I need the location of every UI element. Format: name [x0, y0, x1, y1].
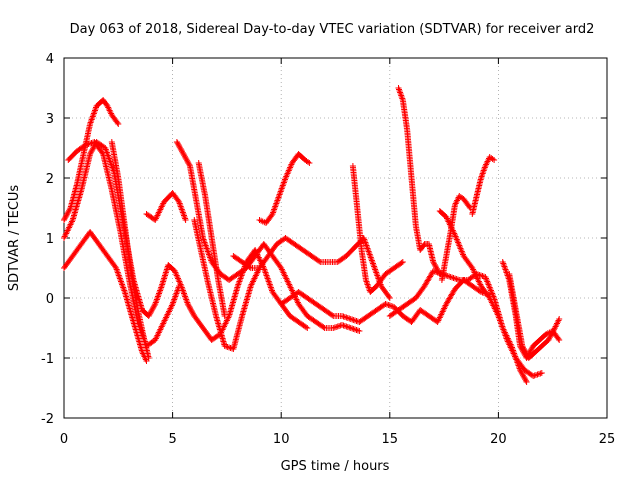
- y-tick-label: 2: [46, 172, 54, 187]
- x-tick-label: 10: [273, 432, 290, 447]
- point-markers: [173, 139, 363, 334]
- x-tick-label: 25: [599, 432, 616, 447]
- point-markers: [469, 154, 498, 217]
- y-tick-labels: -2 -1 0 1 2 3 4: [41, 52, 54, 427]
- point-markers: [108, 139, 152, 361]
- y-tick-label: 0: [46, 292, 54, 307]
- series-s11: [256, 151, 313, 226]
- point-markers: [191, 217, 263, 352]
- point-markers: [438, 193, 474, 283]
- x-tick-label: 0: [60, 432, 68, 447]
- point-markers: [256, 151, 313, 226]
- series-s8: [195, 160, 228, 319]
- x-axis-title: GPS time / hours: [281, 459, 390, 474]
- axis-ticks: [63, 57, 608, 419]
- point-markers: [195, 160, 228, 319]
- y-tick-label: 3: [46, 112, 54, 127]
- series-s5: [108, 139, 152, 361]
- y-tick-label: 1: [46, 232, 54, 247]
- series-s18: [469, 154, 498, 217]
- series-s9: [191, 217, 263, 352]
- series-s3: [61, 229, 150, 364]
- series-s7: [173, 139, 363, 334]
- point-markers: [230, 235, 393, 301]
- x-tick-label: 15: [382, 432, 399, 447]
- series-s13: [349, 163, 406, 295]
- point-markers: [506, 271, 563, 361]
- x-tick-labels: 0 5 10 15 20 25: [60, 432, 615, 447]
- chart-title: Day 063 of 2018, Sidereal Day-to-day VTE…: [70, 22, 595, 37]
- series-s1: [61, 97, 122, 223]
- series-s6: [143, 190, 189, 223]
- point-markers: [61, 97, 122, 223]
- point-markers: [61, 229, 150, 364]
- point-markers: [143, 190, 189, 223]
- plot-frame: [63, 57, 608, 419]
- y-tick-label: 4: [46, 52, 54, 67]
- series-s17: [438, 193, 474, 283]
- x-tick-label: 20: [490, 432, 507, 447]
- series-s10: [230, 235, 393, 301]
- data-points: [61, 85, 563, 385]
- grid-lines: [64, 58, 607, 418]
- x-tick-label: 5: [168, 432, 176, 447]
- y-axis-title: SDTVAR / TECUs: [7, 185, 22, 292]
- y-tick-label: -2: [41, 412, 54, 427]
- series-s14: [395, 85, 443, 277]
- y-tick-label: -1: [41, 352, 54, 367]
- point-markers: [349, 163, 406, 295]
- point-markers: [395, 85, 443, 277]
- series-s20: [506, 271, 563, 361]
